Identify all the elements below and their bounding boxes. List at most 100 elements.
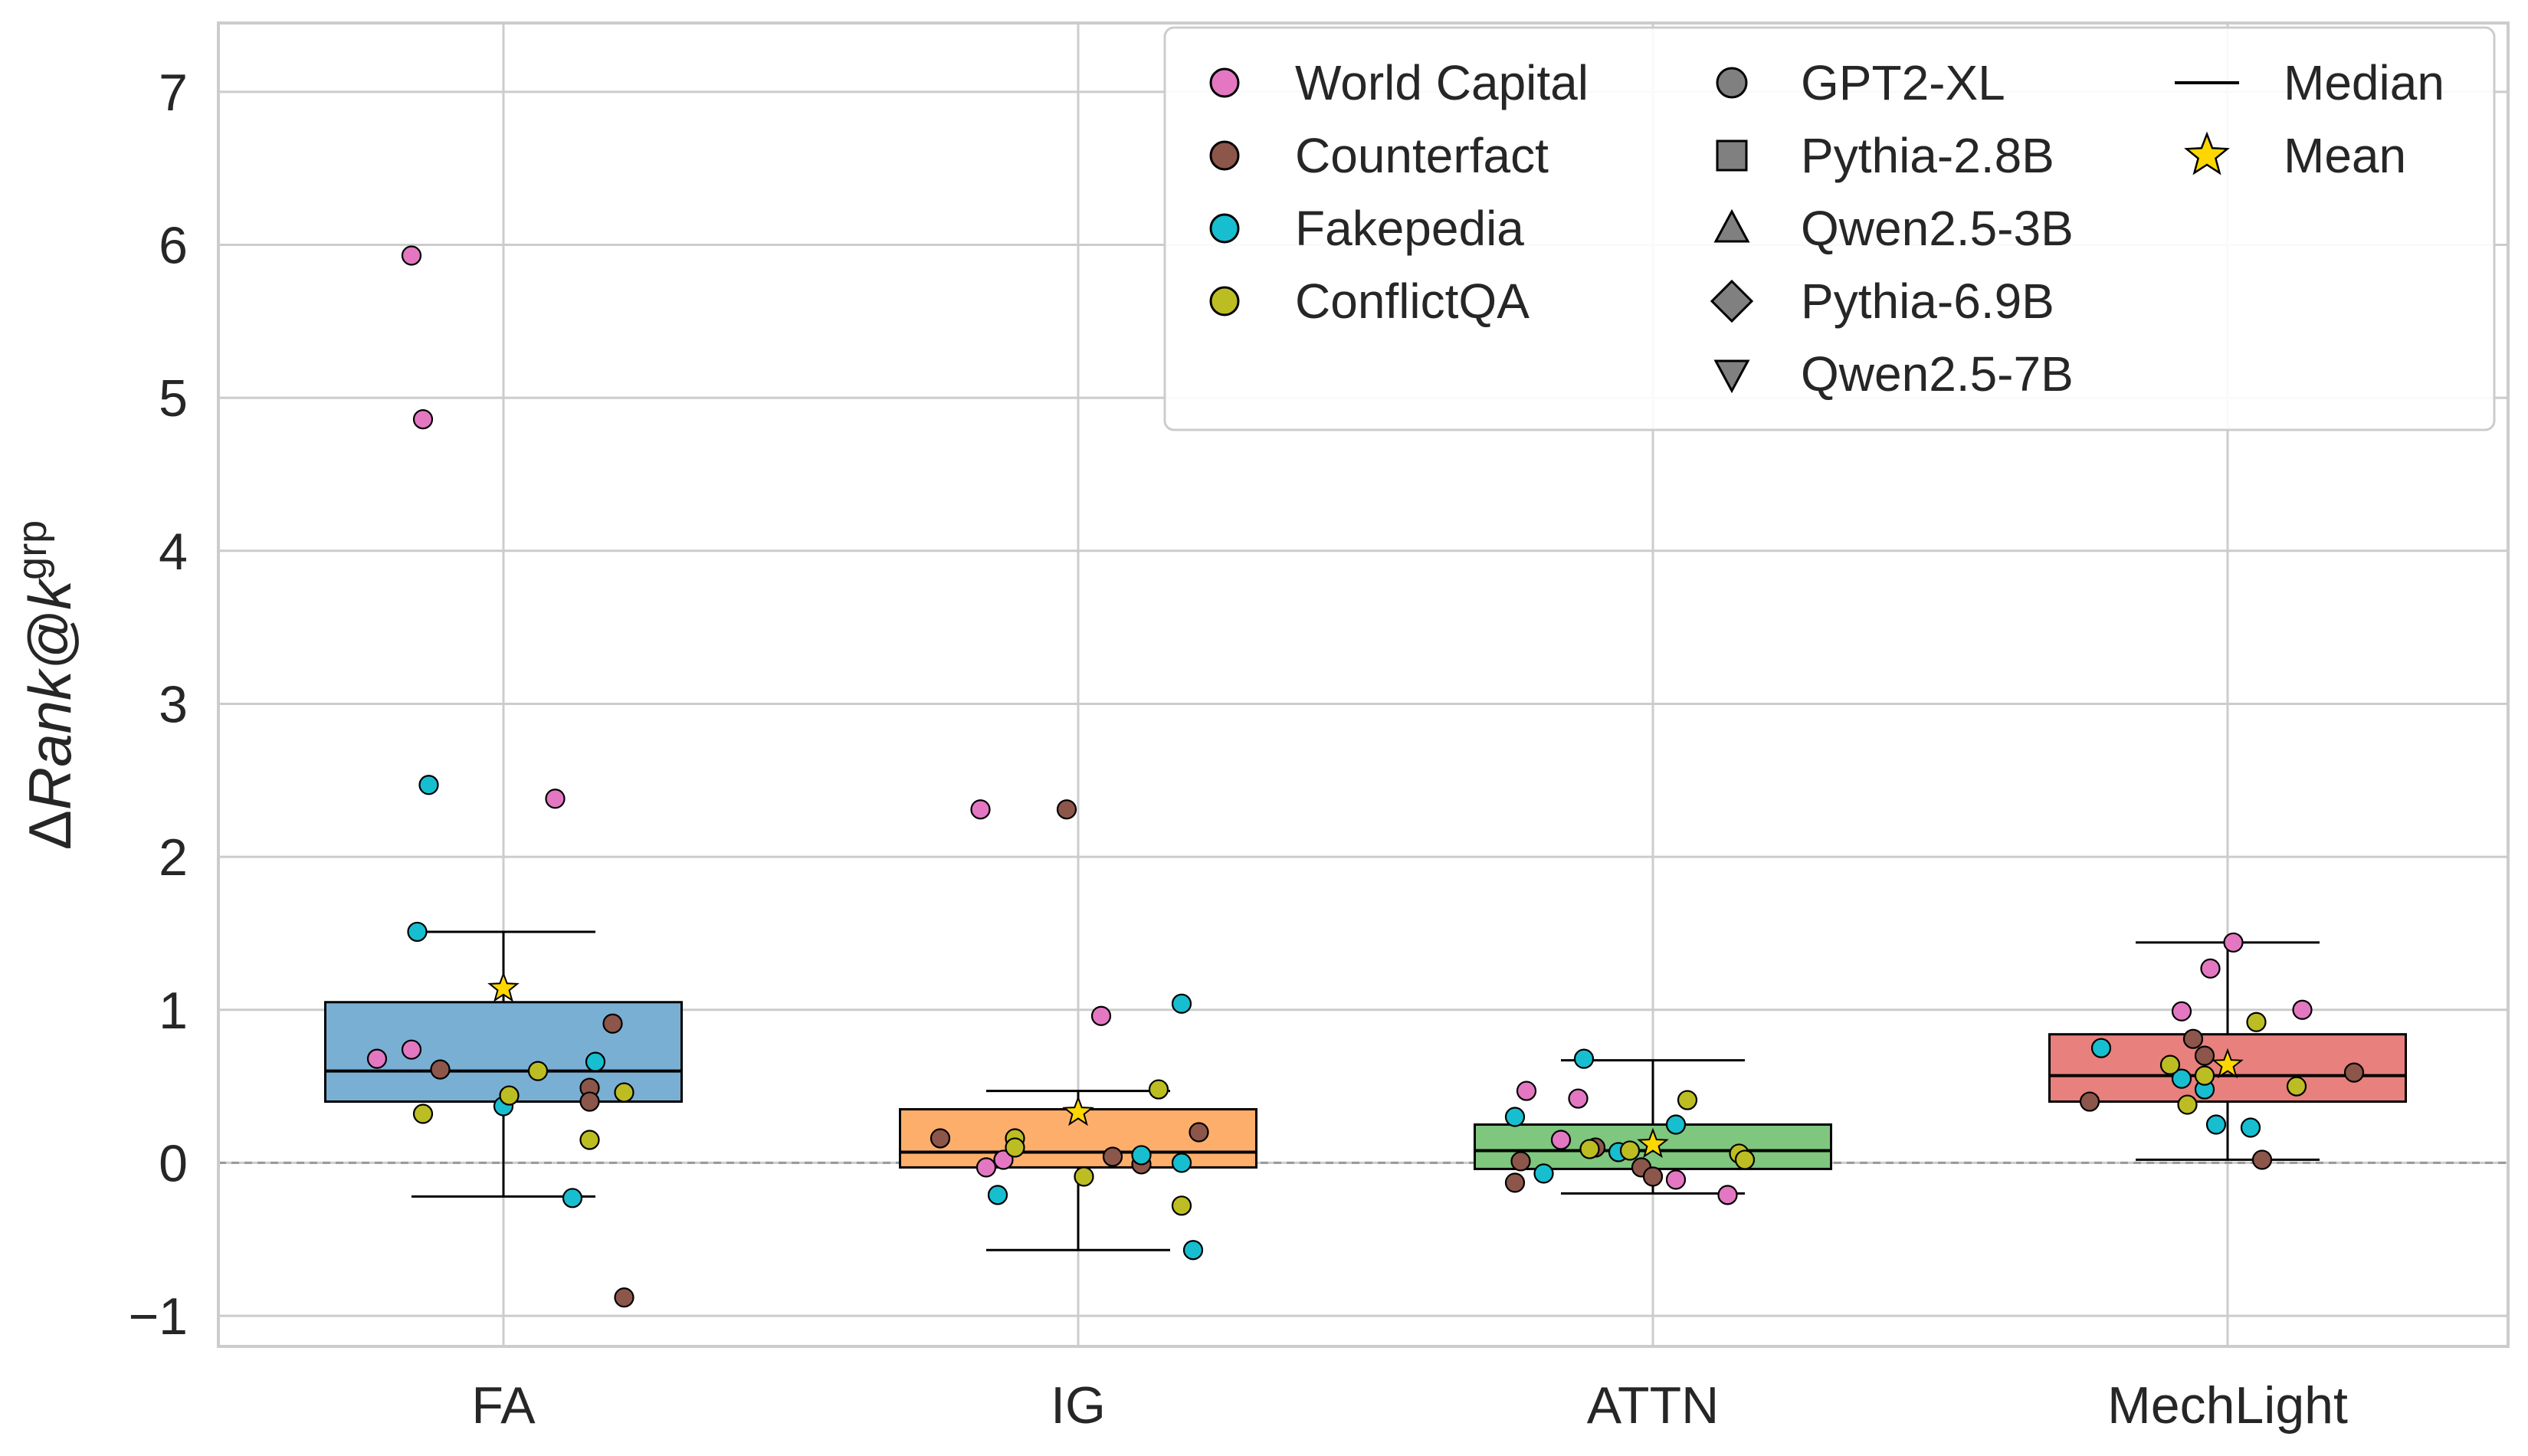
data-point [412, 409, 434, 430]
data-point [1550, 1130, 1572, 1150]
data-point [527, 1061, 549, 1081]
data-point [1568, 1088, 1589, 1109]
x-tick-label: IG [1051, 1376, 1106, 1435]
data-point [2090, 1038, 2112, 1058]
mean-star [1637, 1127, 1669, 1159]
mean-star [1062, 1095, 1094, 1126]
legend-label-model: Qwen2.5-3B [1801, 201, 2074, 256]
data-point [614, 1287, 634, 1308]
y-tick-label: 4 [159, 523, 188, 581]
axes: −1 0 1 2 3 4 5 6 7 FA IG ATTN MechLight [128, 21, 2510, 1435]
legend-label-stat: Mean [2284, 128, 2406, 183]
data-point [1504, 1107, 1526, 1127]
data-point [1171, 1195, 1192, 1216]
legend-label-model: Pythia-6.9B [1801, 274, 2054, 329]
x-tick-label: FA [471, 1376, 536, 1435]
data-point [412, 1103, 434, 1124]
legend-label-dataset: World Capital [1295, 55, 1589, 110]
data-point [1131, 1145, 1152, 1166]
data-point [1189, 1122, 1209, 1143]
data-point [2251, 1149, 2273, 1170]
y-tick-label: 0 [159, 1134, 188, 1192]
legend-label-stat: Median [2284, 55, 2444, 110]
data-point [366, 1048, 388, 1069]
x-tick-label: ATTN [1587, 1376, 1720, 1435]
legend-marker-circle-icon [1716, 67, 1748, 99]
data-point [1074, 1166, 1094, 1187]
y-tick-label: −1 [128, 1287, 188, 1346]
data-point [418, 775, 439, 795]
data-point [2200, 958, 2221, 979]
data-points [366, 245, 2365, 1308]
data-point [1665, 1114, 1687, 1135]
data-point [2240, 1117, 2261, 1138]
data-point [1516, 1081, 1537, 1101]
data-point [2171, 1068, 2192, 1089]
legend-marker-diamond-icon [1710, 279, 1754, 323]
data-point [2159, 1054, 2181, 1075]
y-axis-title-main: Rank@k [16, 577, 84, 810]
data-point [2177, 1094, 2198, 1115]
data-point [2171, 1001, 2192, 1021]
data-point [2286, 1076, 2307, 1097]
data-point [1090, 1005, 1112, 1026]
data-point [1510, 1151, 1531, 1172]
legend-marker-dataset [1209, 213, 1240, 244]
data-point [1504, 1172, 1526, 1193]
data-point [2194, 1065, 2215, 1086]
y-axis-title-delta: Δ [16, 810, 84, 850]
data-point [430, 1059, 451, 1080]
legend-marker-star-icon [2184, 131, 2230, 175]
legend-label-model: Pythia-2.8B [1801, 128, 2054, 183]
data-point [407, 921, 428, 943]
data-point [2292, 999, 2313, 1020]
data-point [562, 1188, 583, 1208]
data-point [1056, 799, 1077, 820]
legend-label-dataset: ConflictQA [1295, 274, 1530, 329]
data-point [2182, 1028, 2204, 1049]
legend-label-model: GPT2-XL [1801, 55, 2005, 110]
data-point [2246, 1012, 2267, 1032]
x-tick-label: MechLight [2107, 1376, 2348, 1435]
legend-marker-dataset [1209, 67, 1240, 98]
legend-label-dataset: Fakepedia [1295, 201, 1524, 256]
legend-label-model: Qwen2.5-7B [1801, 346, 2074, 402]
data-point [2205, 1114, 2227, 1135]
data-point [1579, 1139, 1600, 1159]
data-point [1734, 1149, 1756, 1170]
legend-marker-dataset [1209, 140, 1240, 171]
data-point [975, 1157, 997, 1178]
data-point [499, 1085, 520, 1106]
axes-frame [217, 21, 2510, 1348]
data-point [1665, 1169, 1687, 1190]
data-point [1717, 1185, 1738, 1205]
mean-star [2212, 1048, 2244, 1079]
data-point [987, 1185, 1008, 1205]
data-point [1171, 993, 1192, 1014]
data-point [579, 1130, 600, 1150]
legend-marker-triangle-up-icon [1713, 208, 1750, 243]
legend-marker-dataset [1209, 286, 1240, 316]
data-point [602, 1013, 623, 1034]
legend-marker-triangle-down-icon [1713, 359, 1750, 394]
y-axis-title: ΔRank@kgrp [9, 520, 84, 850]
data-point [1677, 1090, 1698, 1110]
y-tick-label: 3 [159, 675, 188, 733]
y-tick-label: 6 [159, 216, 188, 274]
data-point [585, 1051, 606, 1072]
data-point [1148, 1079, 1169, 1100]
data-point [2343, 1062, 2365, 1083]
y-axis-label: ΔRank@kgrp [9, 520, 84, 850]
data-point [2223, 932, 2244, 953]
data-point [1182, 1240, 1204, 1261]
data-point [993, 1149, 1014, 1170]
data-point [1102, 1146, 1123, 1167]
data-point [579, 1091, 600, 1112]
data-point [1642, 1166, 1664, 1187]
y-tick-label: 5 [159, 369, 188, 428]
data-point [1619, 1140, 1641, 1161]
data-point [614, 1082, 634, 1103]
data-point [2079, 1091, 2100, 1112]
data-point [930, 1128, 951, 1149]
